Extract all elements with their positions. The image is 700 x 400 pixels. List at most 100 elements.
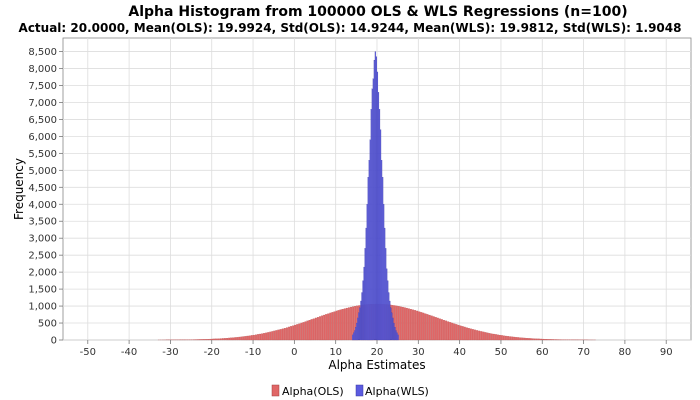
ols-bar [490,333,493,341]
wls-bar [384,227,386,341]
x-tick-label: -40 [121,347,137,358]
ols-bar [511,336,514,341]
ols-bar [215,338,218,341]
ols-bar [242,336,245,341]
ols-bar [250,335,253,341]
wls-bar [354,330,356,341]
ols-bar [523,337,526,341]
ols-bar [236,337,239,341]
ols-bar [550,339,553,341]
ols-bar [257,334,260,341]
ols-bar [484,332,487,341]
y-tick-label: 7,000 [28,98,57,109]
ols-bar [538,338,540,341]
ols-bar [279,329,282,341]
ols-bar [544,339,547,341]
x-tick-label: 40 [453,347,466,358]
wls-bar [385,248,387,341]
ols-bar [265,332,268,341]
y-tick-label: 1,000 [28,302,57,313]
ols-bar [246,335,249,341]
ols-bar [482,331,485,341]
wls-bar [373,59,375,341]
ols-bar [420,312,423,341]
ols-bar [546,339,549,341]
legend-wls-label: Alpha(WLS) [365,385,429,398]
ols-bar [230,337,233,341]
ols-bar [331,312,334,341]
y-tick-label: 1,500 [28,285,57,296]
y-tick-label: 3,000 [28,234,57,245]
ols-bar [467,328,470,341]
ols-bar [316,317,319,341]
y-tick-label: 4,000 [28,200,57,211]
ols-bar [471,329,474,341]
ols-bar [201,339,204,341]
chart-title: Alpha Histogram from 100000 OLS & WLS Re… [128,4,627,20]
ols-bar [478,330,481,341]
x-tick-label: 50 [495,347,508,358]
wls-bar [378,109,381,341]
ols-bar [465,327,468,341]
y-tick-label: 7,500 [28,81,57,92]
wls-bar [397,334,399,341]
ols-bar [548,339,551,341]
wls-bar [381,160,383,341]
ols-bar [469,328,472,341]
x-tick-label: -10 [245,347,261,358]
ols-bar [312,318,315,341]
ols-bar [205,339,208,341]
ols-bar [461,326,464,341]
wls-bar [362,280,364,341]
x-tick-label: 0 [291,347,297,358]
ols-bar [244,336,247,341]
wls-bars [352,51,399,341]
ols-bar [473,329,476,341]
y-tick-label: 6,500 [28,115,57,126]
ols-bar [267,332,270,341]
wls-bar [387,280,389,341]
wls-bar [361,292,363,341]
wls-bar [371,88,373,341]
ols-bar [298,323,301,341]
ols-bar [422,312,425,341]
ols-bar [288,326,291,341]
wls-bar [376,71,379,341]
ols-bar [500,335,503,341]
ols-bar [455,324,458,341]
ols-bar [445,320,448,341]
wls-bar [352,334,354,341]
y-tick-label: 8,500 [28,47,57,58]
ols-bar [418,311,421,341]
wls-bar [396,332,398,341]
ols-bar [319,316,322,341]
ols-bar [457,324,460,341]
ols-bar [540,338,543,341]
ols-bar [343,308,346,341]
ols-bar [308,320,311,341]
ols-bar [424,313,427,341]
y-tick-label: 5,000 [28,166,57,177]
wls-bar [389,300,391,341]
wls-bar [360,300,362,341]
x-tick-label: 90 [660,347,673,358]
y-tick-label: 2,000 [28,268,57,279]
ols-bar [443,320,445,341]
wls-bar [377,92,380,341]
ols-bar [335,310,338,341]
ols-bar [240,336,243,341]
ols-bar [554,339,557,341]
ols-bar [409,309,412,341]
wls-bar [359,307,361,341]
ols-bar [269,331,272,341]
wls-bar [395,330,397,341]
y-tick-label: 5,500 [28,149,57,160]
wls-bar [356,322,358,341]
wls-bar [367,177,369,341]
ols-bar [341,309,344,341]
ols-bar [232,337,235,341]
ols-bar [517,337,520,341]
ols-bar [513,336,516,341]
ols-bar [347,307,350,341]
wls-bar [375,56,377,341]
